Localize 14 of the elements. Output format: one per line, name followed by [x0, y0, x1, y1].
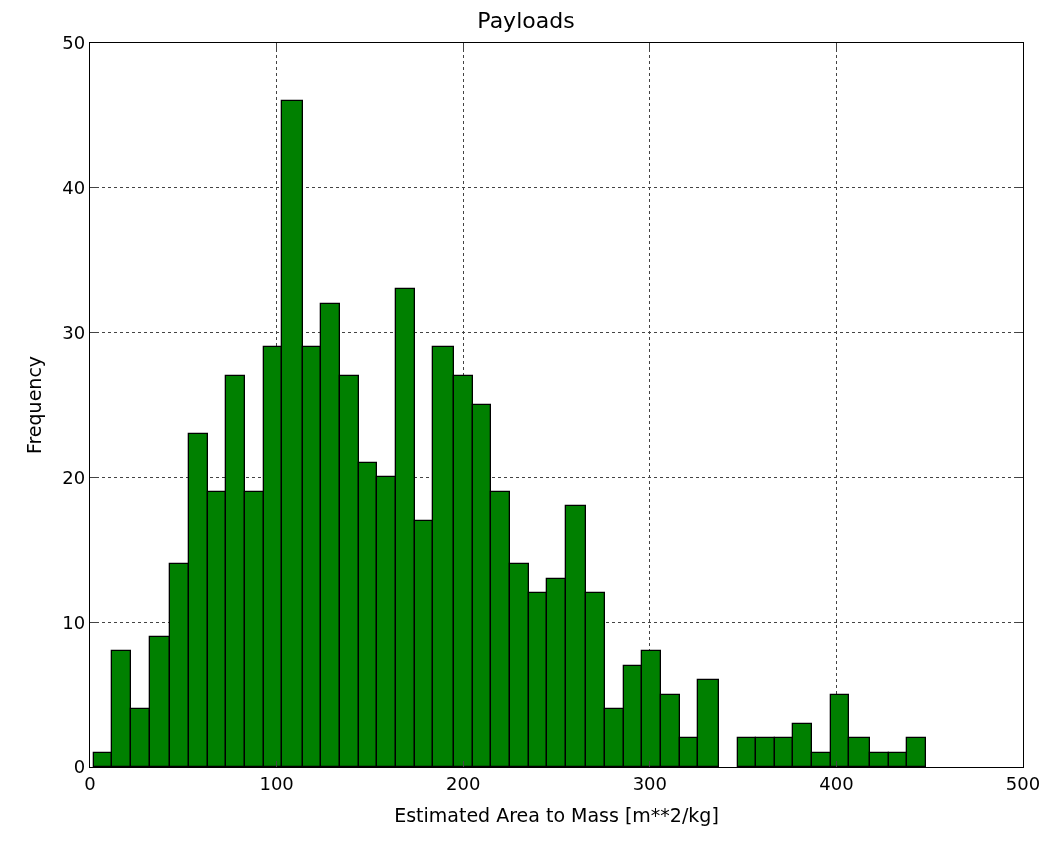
y-tick-label: 20	[62, 466, 86, 488]
y-axis-title: Frequency	[23, 355, 46, 455]
y-tick-label: 50	[62, 32, 86, 54]
chart-title: Payloads	[477, 8, 575, 34]
x-tick-label: 500	[1005, 772, 1041, 794]
y-tick-label: 0	[73, 756, 86, 778]
x-tick-label: 100	[259, 772, 294, 794]
y-tick-label: 40	[62, 177, 86, 199]
x-tick-label: 300	[632, 772, 667, 794]
x-axis-title: Estimated Area to Mass [m**2/kg]	[394, 803, 719, 826]
x-tick-label: 400	[819, 772, 854, 794]
y-tick-label: 30	[62, 321, 86, 343]
y-tick-label: 10	[62, 611, 86, 633]
x-tick-label: 200	[446, 772, 481, 794]
